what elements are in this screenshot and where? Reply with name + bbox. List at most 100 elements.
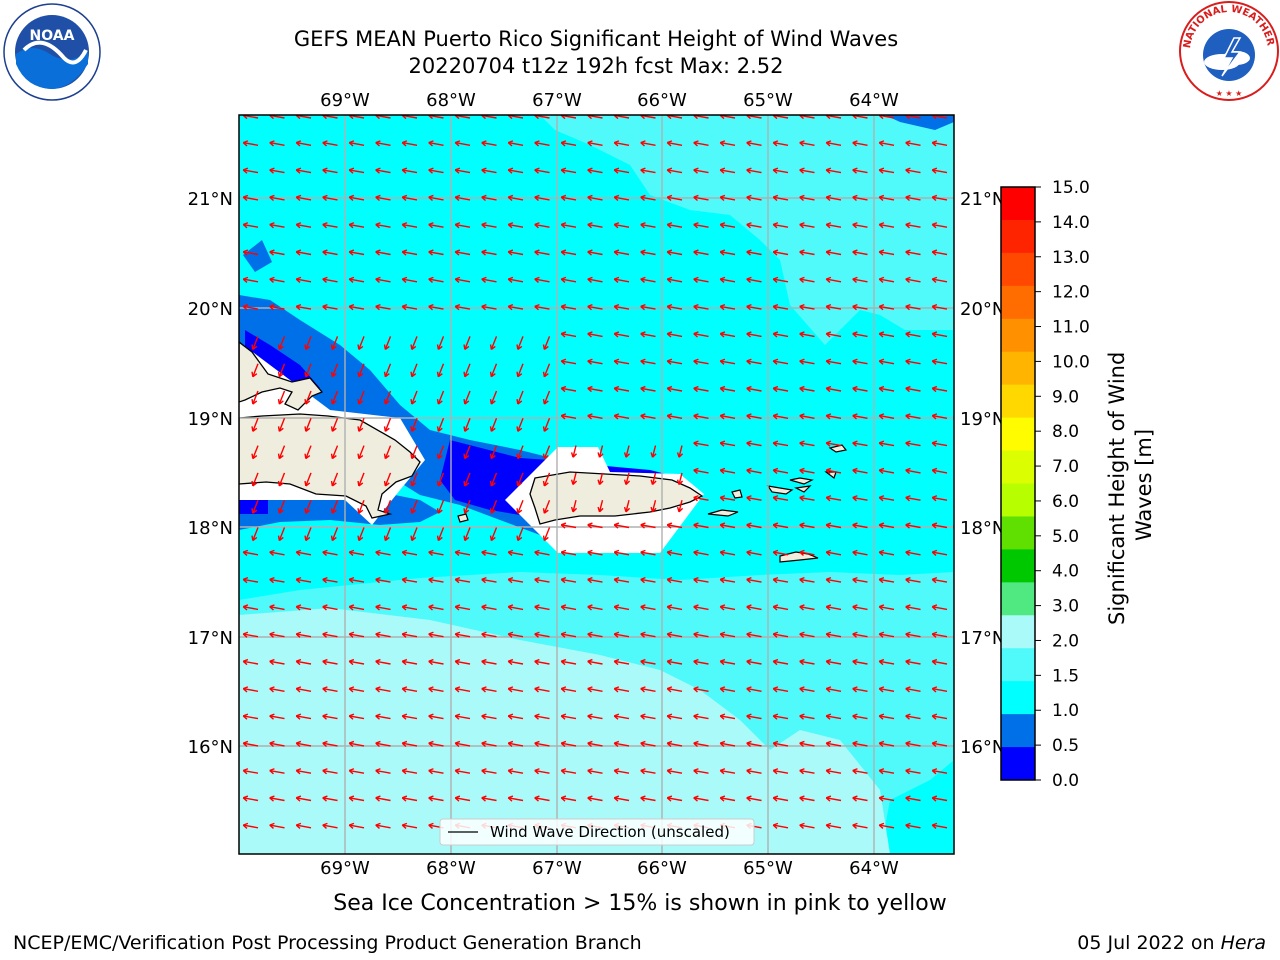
wave-arrow-shaft xyxy=(773,333,789,338)
wave-arrow-head xyxy=(878,167,885,174)
colorbar-swatch xyxy=(1001,285,1035,320)
wave-arrow-shaft xyxy=(561,278,577,283)
wave-arrow-head xyxy=(242,303,249,311)
wave-arrow-head xyxy=(799,631,805,638)
wave-arrow-shaft xyxy=(331,418,339,432)
wave-arrow-head xyxy=(905,686,911,693)
wave-arrow-head xyxy=(772,604,779,611)
wave-arrow-shaft xyxy=(455,742,471,747)
wave-arrow-head xyxy=(878,686,885,693)
wave-arrow-head xyxy=(623,452,631,458)
wave-arrow-head xyxy=(693,686,699,693)
wave-arrow-shaft xyxy=(932,742,948,747)
wave-arrow-shaft xyxy=(667,251,683,256)
wave-arrow-shaft xyxy=(826,360,842,365)
wave-arrow-head xyxy=(640,385,646,393)
wave-arrow-shaft xyxy=(508,251,524,256)
wave-arrow-head xyxy=(428,604,434,611)
wave-arrow-shaft xyxy=(667,223,683,228)
wave-arrow-shaft xyxy=(455,305,471,310)
wave-arrow-shaft xyxy=(905,251,921,256)
wave-arrow-shaft xyxy=(269,606,285,611)
wave-arrow-head xyxy=(277,453,284,460)
wave-arrow-head xyxy=(251,480,258,487)
wave-arrow-head xyxy=(587,303,593,311)
wave-arrow-shaft xyxy=(720,387,736,392)
wave-arrow-head xyxy=(410,426,417,432)
wave-arrow-shaft xyxy=(667,333,683,338)
wave-arrow-head xyxy=(666,549,673,556)
wave-arrow-shaft xyxy=(720,414,736,419)
wave-arrow-head xyxy=(330,371,337,378)
wave-arrow-head xyxy=(719,522,726,529)
wave-arrow-shaft xyxy=(587,551,603,556)
wave-arrow-shaft xyxy=(773,524,789,529)
wave-arrow-shaft xyxy=(428,578,444,583)
wave-arrow-head xyxy=(516,535,523,542)
wave-arrow-head xyxy=(852,740,858,748)
lat-label-right: 19°N xyxy=(960,409,1005,430)
wave-arrow-head xyxy=(825,549,832,556)
wave-arrow-shaft xyxy=(693,333,709,338)
wave-arrow-shaft xyxy=(358,390,365,405)
wave-arrow-shaft xyxy=(852,360,868,365)
wave-arrow-shaft xyxy=(384,363,392,377)
wave-arrow-head xyxy=(375,576,381,584)
wave-arrow-head xyxy=(295,713,302,720)
wave-arrow-shaft xyxy=(879,360,895,365)
wave-arrow-head xyxy=(516,398,523,405)
wave-arrow-head xyxy=(825,740,832,748)
wave-arrow-shaft xyxy=(243,797,259,802)
wave-arrow-head xyxy=(613,249,620,256)
wave-arrow-head xyxy=(454,713,461,720)
wave-arrow-head xyxy=(401,604,408,611)
wave-arrow-head xyxy=(534,795,540,802)
wave-arrow-head xyxy=(905,385,911,393)
wave-arrow-shaft xyxy=(905,633,921,638)
wave-arrow-shaft xyxy=(693,715,709,720)
wave-arrow-head xyxy=(852,658,858,666)
wave-arrow-head xyxy=(534,194,540,202)
wave-arrow-head xyxy=(560,740,567,748)
nws-logo: NATIONAL WEATHER SERVICE ★ ★ ★ xyxy=(1178,0,1279,101)
wave-arrow-shaft xyxy=(572,472,577,485)
wave-arrow-head xyxy=(436,426,443,432)
wave-arrow-head xyxy=(746,222,752,229)
lon-label-bottom: 66°W xyxy=(637,858,687,879)
wave-arrow-head xyxy=(613,686,620,693)
wave-arrow-head xyxy=(693,222,699,229)
wave-arrow-head xyxy=(295,222,302,229)
wave-arrow-head xyxy=(666,686,673,693)
wave-arrow-head xyxy=(507,303,514,311)
wave-arrow-shaft xyxy=(905,360,921,365)
wave-arrow-shaft xyxy=(296,115,312,119)
wave-arrow-shaft xyxy=(411,445,418,459)
wave-arrow-head xyxy=(269,222,275,229)
wave-arrow-shaft xyxy=(746,115,762,119)
wave-arrow-head xyxy=(516,426,523,432)
wave-arrow-head xyxy=(825,276,832,283)
wave-arrow-shaft xyxy=(375,196,391,201)
wave-arrow-shaft xyxy=(269,633,285,638)
wave-arrow-shaft xyxy=(693,360,709,365)
wave-arrow-head xyxy=(454,222,461,229)
wave-arrow-shaft xyxy=(799,223,815,228)
wave-arrow-shaft xyxy=(667,141,683,146)
wave-arrow-head xyxy=(330,508,337,514)
wave-arrow-head xyxy=(410,398,417,405)
wave-arrow-head xyxy=(772,358,779,365)
wave-arrow-shaft xyxy=(746,660,762,665)
wave-arrow-head xyxy=(242,686,249,693)
wave-arrow-shaft xyxy=(296,606,312,611)
wave-arrow-shaft xyxy=(773,305,789,310)
wave-arrow-head xyxy=(436,508,443,514)
wave-arrow-head xyxy=(375,658,381,666)
wave-arrow-shaft xyxy=(852,333,868,338)
wave-arrow-head xyxy=(269,249,275,256)
wave-arrow-shaft xyxy=(799,633,815,638)
wave-arrow-shaft xyxy=(720,551,736,556)
wave-arrow-head xyxy=(348,194,355,202)
wave-arrow-shaft xyxy=(428,223,444,228)
wave-arrow-shaft xyxy=(464,472,471,487)
wave-arrow-shaft xyxy=(799,141,815,146)
